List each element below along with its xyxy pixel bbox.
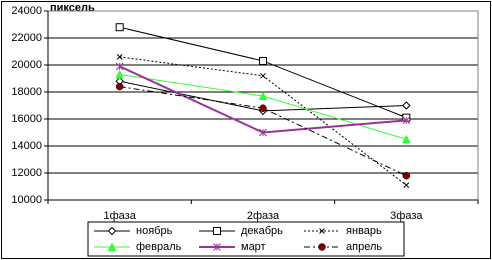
marker xyxy=(260,72,266,79)
legend xyxy=(87,221,405,257)
legend-label: ноябрь xyxy=(136,225,173,237)
y-tick-label: 24000 xyxy=(11,5,42,17)
marker xyxy=(403,182,410,189)
marker xyxy=(258,91,268,101)
legend-label: апрель xyxy=(346,241,382,253)
marker xyxy=(402,171,411,180)
marker xyxy=(402,134,411,144)
y-tick-label: 12000 xyxy=(11,167,42,179)
x-tick-label: 1фаза xyxy=(104,210,137,222)
legend-label: февраль xyxy=(136,241,182,253)
marker xyxy=(402,116,411,125)
x-tick-label: 3фаза xyxy=(390,210,423,222)
marker xyxy=(115,69,124,79)
marker xyxy=(318,243,326,251)
marker xyxy=(115,82,124,91)
x-tick-label: 2фаза xyxy=(247,210,280,222)
y-tick-label: 20000 xyxy=(11,59,42,71)
marker xyxy=(115,23,124,32)
marker xyxy=(319,228,325,234)
y-tick-label: 14000 xyxy=(11,140,42,152)
legend-label: декабрь xyxy=(241,225,283,237)
marker xyxy=(213,243,221,251)
y-axis-label: пиксель xyxy=(50,2,95,14)
marker xyxy=(259,104,267,112)
y-tick-label: 18000 xyxy=(11,86,42,98)
marker xyxy=(115,62,124,71)
marker xyxy=(259,56,267,65)
marker xyxy=(213,227,221,235)
legend-label: январь xyxy=(346,225,382,237)
marker xyxy=(259,128,267,137)
y-tick-label: 22000 xyxy=(11,32,42,44)
marker xyxy=(107,226,117,236)
marker xyxy=(402,101,411,110)
marker xyxy=(116,54,123,60)
legend-label: март xyxy=(241,241,266,253)
y-tick-label: 16000 xyxy=(11,113,42,125)
y-tick-label: 10000 xyxy=(11,194,42,206)
marker xyxy=(107,242,117,251)
